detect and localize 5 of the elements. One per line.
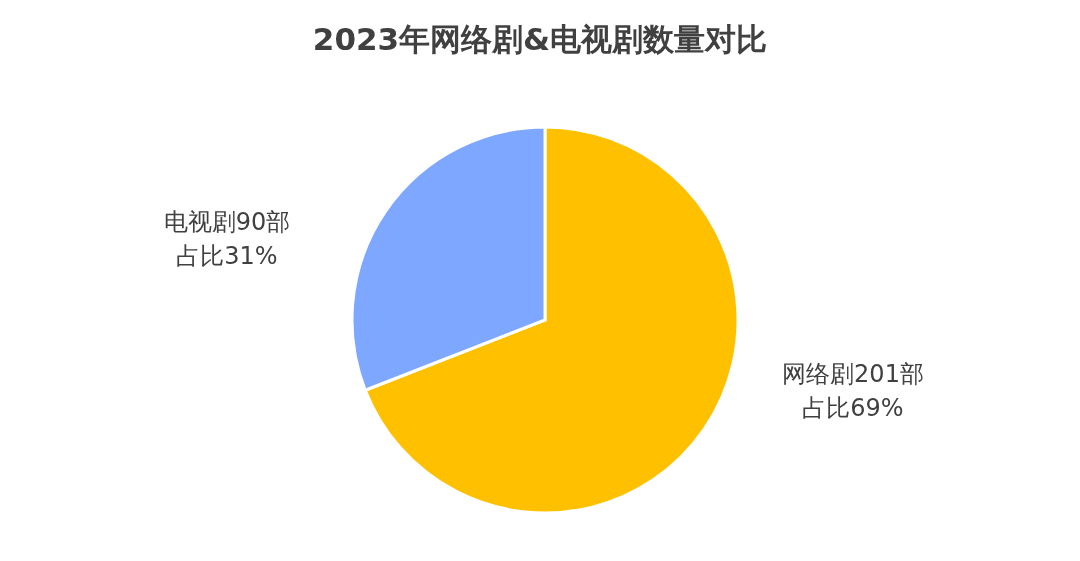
- slice-label: 电视剧90部: [163, 207, 291, 236]
- chart-title: 2023年网络剧&电视剧数量对比: [312, 21, 768, 57]
- text: 占比31%: [176, 241, 278, 270]
- slice-label: 网络剧201部: [782, 360, 924, 389]
- text: 占比69%: [802, 394, 904, 423]
